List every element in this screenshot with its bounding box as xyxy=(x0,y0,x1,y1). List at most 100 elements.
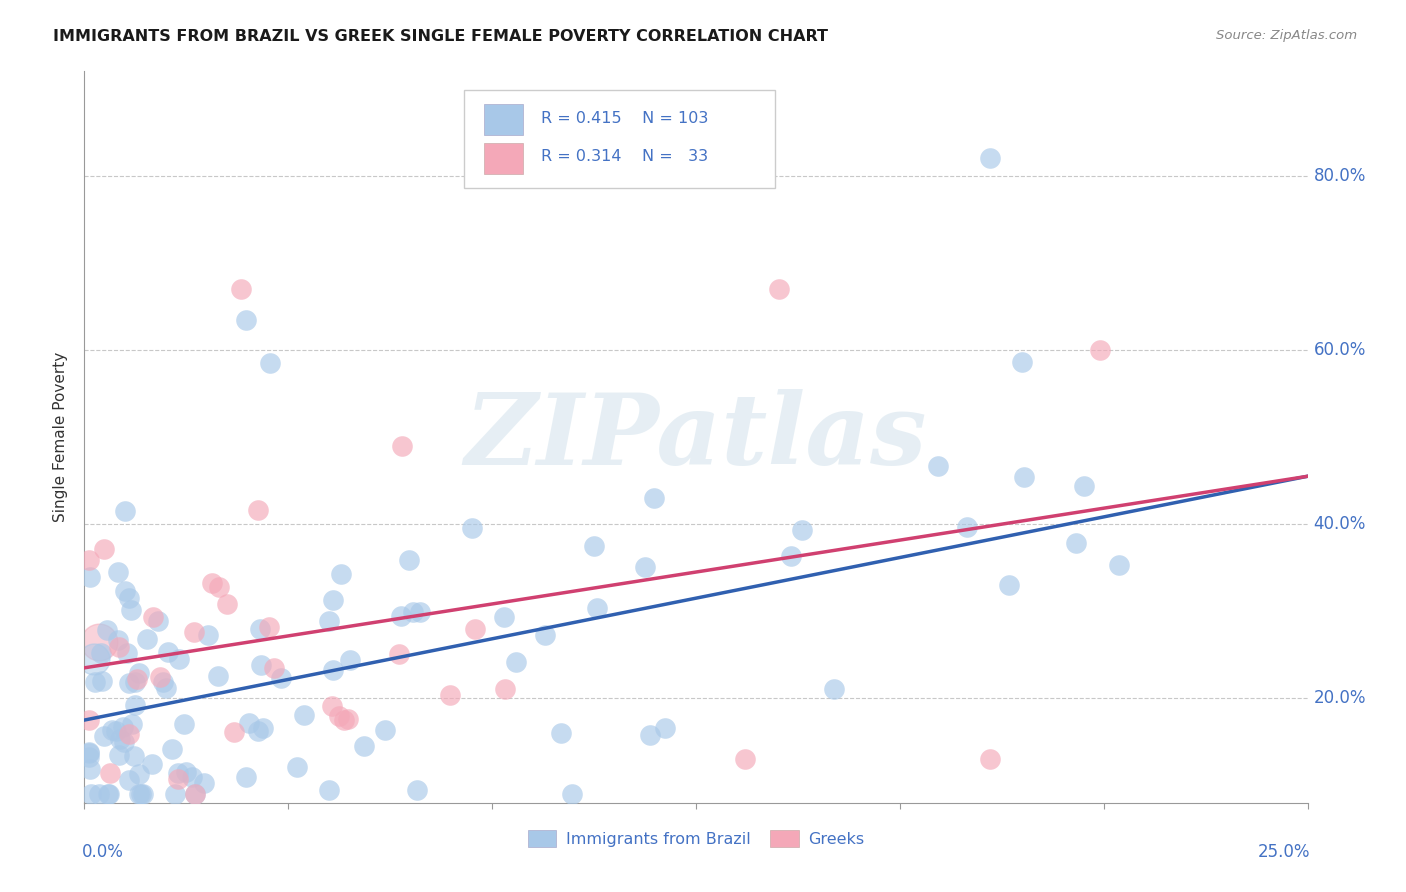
Point xyxy=(1090,343,1112,357)
Point xyxy=(654,721,676,735)
Point xyxy=(207,669,229,683)
Point xyxy=(132,787,155,801)
Point xyxy=(166,765,188,780)
Point xyxy=(183,787,205,801)
Point xyxy=(388,647,411,661)
Point xyxy=(406,782,429,797)
Point xyxy=(249,657,271,672)
Point xyxy=(561,787,583,801)
Point xyxy=(90,646,112,660)
Point xyxy=(128,787,150,801)
Point xyxy=(247,503,270,517)
Point xyxy=(149,670,172,684)
Point xyxy=(167,652,190,666)
Point xyxy=(173,717,195,731)
Point xyxy=(321,699,343,714)
Point xyxy=(117,591,139,605)
Point xyxy=(155,681,177,695)
Point xyxy=(768,282,790,296)
Point xyxy=(118,773,141,788)
Point xyxy=(115,646,138,660)
Text: Source: ZipAtlas.com: Source: ZipAtlas.com xyxy=(1216,29,1357,42)
Point xyxy=(165,787,187,801)
Point xyxy=(107,632,129,647)
Point xyxy=(263,661,285,675)
Point xyxy=(461,521,484,535)
Text: ZIPatlas: ZIPatlas xyxy=(465,389,927,485)
Point xyxy=(1012,469,1035,483)
Point xyxy=(222,724,245,739)
Point xyxy=(582,539,605,553)
Point xyxy=(927,458,949,473)
Point xyxy=(160,742,183,756)
Point xyxy=(322,593,344,607)
Point xyxy=(979,752,1001,766)
Text: 0.0%: 0.0% xyxy=(82,843,124,861)
Point xyxy=(135,632,157,647)
Point xyxy=(259,620,281,634)
Point xyxy=(152,675,174,690)
Point xyxy=(97,787,120,801)
Text: R = 0.415    N = 103: R = 0.415 N = 103 xyxy=(541,111,709,126)
Point xyxy=(184,787,207,801)
Point xyxy=(142,610,165,624)
Point xyxy=(83,675,105,690)
Point xyxy=(128,767,150,781)
Point xyxy=(107,640,129,655)
Point xyxy=(229,282,252,296)
Point xyxy=(328,708,350,723)
Text: 25.0%: 25.0% xyxy=(1257,843,1310,861)
Point xyxy=(120,603,142,617)
Point xyxy=(492,610,515,624)
Point xyxy=(391,608,413,623)
Point xyxy=(129,787,152,801)
FancyBboxPatch shape xyxy=(484,143,523,174)
Point xyxy=(294,708,316,723)
Point xyxy=(117,676,139,690)
Point xyxy=(93,541,115,556)
Point xyxy=(790,523,813,537)
Point xyxy=(322,663,344,677)
Point xyxy=(956,519,979,533)
Point xyxy=(114,584,136,599)
Point xyxy=(108,731,131,746)
Point xyxy=(77,750,100,764)
Point xyxy=(122,748,145,763)
Point xyxy=(124,698,146,713)
Point xyxy=(197,628,219,642)
Point xyxy=(247,723,270,738)
Point xyxy=(96,623,118,637)
Point xyxy=(332,713,354,727)
Point xyxy=(238,716,260,731)
Point xyxy=(112,734,135,748)
Point xyxy=(128,666,150,681)
Point xyxy=(318,782,340,797)
Point xyxy=(77,744,100,758)
Point xyxy=(174,765,197,780)
Point xyxy=(353,739,375,754)
Point xyxy=(402,605,425,619)
Point xyxy=(107,565,129,579)
Point xyxy=(823,682,845,697)
Point xyxy=(285,760,308,774)
Point xyxy=(183,625,205,640)
Point xyxy=(107,748,129,763)
Point xyxy=(259,356,281,370)
Point xyxy=(235,770,257,784)
Point xyxy=(494,681,516,696)
Legend: Immigrants from Brazil, Greeks: Immigrants from Brazil, Greeks xyxy=(522,824,870,854)
FancyBboxPatch shape xyxy=(464,90,776,188)
Point xyxy=(464,622,486,636)
Point xyxy=(374,723,396,738)
Point xyxy=(270,671,292,685)
Point xyxy=(105,723,128,738)
Point xyxy=(1011,355,1033,369)
Point xyxy=(87,787,110,801)
Point xyxy=(201,576,224,591)
Text: 40.0%: 40.0% xyxy=(1313,516,1367,533)
Point xyxy=(337,712,360,726)
Point xyxy=(998,578,1021,592)
Point xyxy=(633,560,655,574)
Point xyxy=(141,757,163,772)
Point xyxy=(643,491,665,505)
